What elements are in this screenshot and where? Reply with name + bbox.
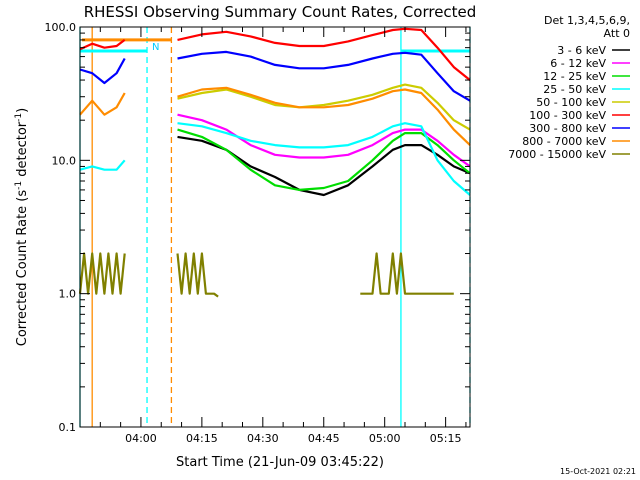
y-tick-label: 0.1 (59, 421, 77, 434)
y-axis-label-sup2: -1 (14, 113, 24, 122)
y-axis: 0.1 1.0 10.0 100.0 (45, 21, 470, 434)
series-line-3-seg-1 (177, 122, 471, 196)
x-axis: 04:00 04:15 04:30 04:45 05:00 05:15 (79, 27, 467, 445)
legend-entry-label: 300 - 800 keV (529, 122, 606, 135)
x-axis-label: Start Time (21-Jun-09 03:45:22) (176, 455, 384, 470)
plot-series (78, 27, 471, 298)
series-line-8-seg-0 (78, 252, 126, 295)
x-tick-label: 05:15 (430, 432, 462, 445)
series-line-5-seg-0 (79, 39, 126, 51)
x-tick-label: 04:00 (125, 432, 157, 445)
legend-entry-label: 3 - 6 keV (557, 44, 606, 57)
plot-frame (79, 26, 471, 428)
y-tick-label: 10.0 (52, 154, 77, 167)
series-line-5-seg-1 (177, 27, 471, 81)
legend-entry-label: 6 - 12 keV (550, 57, 606, 70)
series-line-8-seg-2 (360, 252, 454, 295)
y-axis-label-sup1: -1 (14, 181, 24, 190)
y-axis-label-main: Corrected Count Rate (s (15, 190, 30, 347)
attenuator-bars (80, 38, 470, 53)
legend-entry-label: 12 - 25 keV (543, 70, 606, 83)
y-axis-label-end: ) (15, 108, 30, 113)
y-tick-label: 100.0 (45, 21, 77, 34)
legend-header-detectors: Det 1,3,4,5,6,9, (544, 14, 630, 27)
series-line-3-seg-0 (79, 159, 126, 171)
legend-entry-label: 50 - 100 keV (536, 96, 606, 109)
legend-entry-label: 800 - 7000 keV (522, 135, 606, 148)
legend-header-attenuator: Att 0 (604, 27, 630, 40)
y-tick-label: 1.0 (59, 288, 77, 301)
x-tick-label: 04:45 (308, 432, 340, 445)
series-line-7-seg-0 (79, 92, 126, 116)
x-tick-label: 05:00 (369, 432, 401, 445)
series-line-2-seg-0 (177, 128, 471, 191)
legend-entry-label: 100 - 300 keV (529, 109, 606, 122)
legend-entry-label: 7000 - 15000 keV (508, 148, 606, 161)
chart-title: RHESSI Observing Summary Count Rates, Co… (84, 3, 477, 21)
y-axis-label: Corrected Count Rate (s-1 detector-1) (14, 108, 30, 346)
date-stamp: 15-Oct-2021 02:21 (560, 467, 636, 476)
series-line-6-seg-1 (177, 50, 471, 102)
x-tick-label: 04:15 (186, 432, 218, 445)
y-axis-label-mid: detector (15, 121, 30, 181)
series-line-7-seg-1 (177, 86, 471, 146)
series-line-8-seg-1 (176, 252, 219, 298)
marker-label: N (152, 42, 159, 53)
legend-entry-label: 25 - 50 keV (543, 83, 606, 96)
x-tick-label: 04:30 (247, 432, 279, 445)
series-line-4-seg-0 (177, 83, 471, 131)
series-line-6-seg-0 (79, 57, 126, 85)
